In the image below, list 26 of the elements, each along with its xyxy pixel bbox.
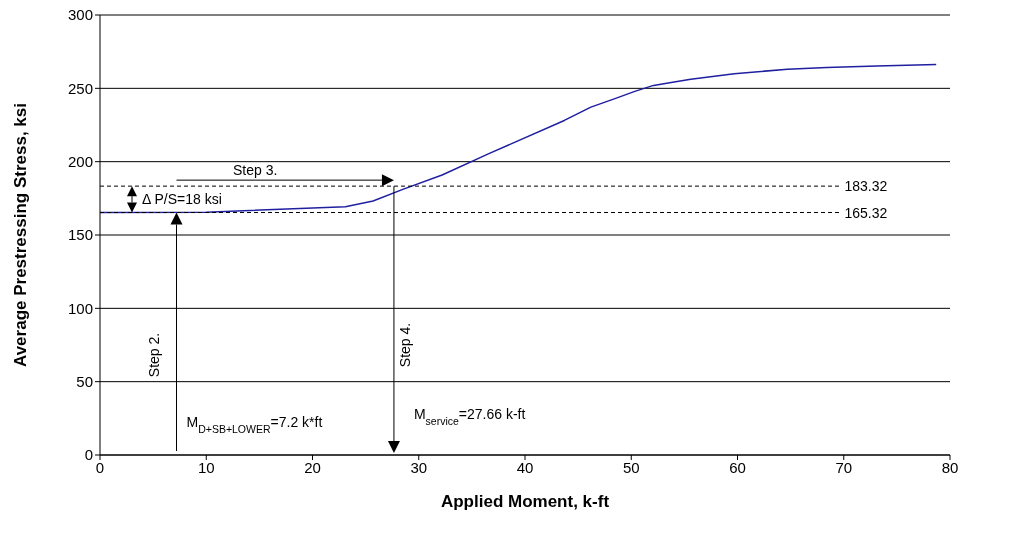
x-tick-label: 50	[622, 458, 640, 476]
annotation: Step 3.	[233, 162, 278, 179]
y-axis-title: Average Prestressing Stress, ksi	[11, 103, 31, 367]
ref-line-label: 183.32	[844, 178, 888, 195]
annotation: M$_{D+SB+LOWER}$=7.2 k*ft	[186, 414, 323, 435]
y-tick-label: 50	[76, 372, 93, 390]
x-axis-title: Applied Moment, k-ft	[440, 492, 610, 511]
y-tick-label: 0	[84, 446, 93, 464]
annotation: Step 4.	[396, 322, 413, 368]
x-tick-label: 20	[304, 458, 321, 476]
y-tick-label: 100	[67, 299, 93, 317]
annotation: M$_{service}$=27.66 k-ft	[413, 406, 526, 427]
annotation: Δ P/S=18 ksi	[142, 191, 222, 208]
x-tick-label: 30	[410, 458, 428, 476]
x-tick-label: 0	[95, 458, 105, 476]
y-tick-label: 200	[67, 152, 93, 170]
x-tick-label: 10	[197, 458, 215, 476]
x-tick-label: 60	[729, 458, 746, 476]
ref-line-label: 165.32	[844, 204, 888, 221]
x-tick-label: 80	[941, 458, 959, 476]
y-tick-label: 250	[67, 79, 93, 97]
x-tick-label: 40	[516, 458, 534, 476]
y-tick-label: 300	[67, 6, 93, 24]
annotation: Step 2.	[145, 332, 162, 378]
x-tick-label: 70	[835, 458, 853, 476]
y-tick-label: 150	[67, 226, 93, 244]
